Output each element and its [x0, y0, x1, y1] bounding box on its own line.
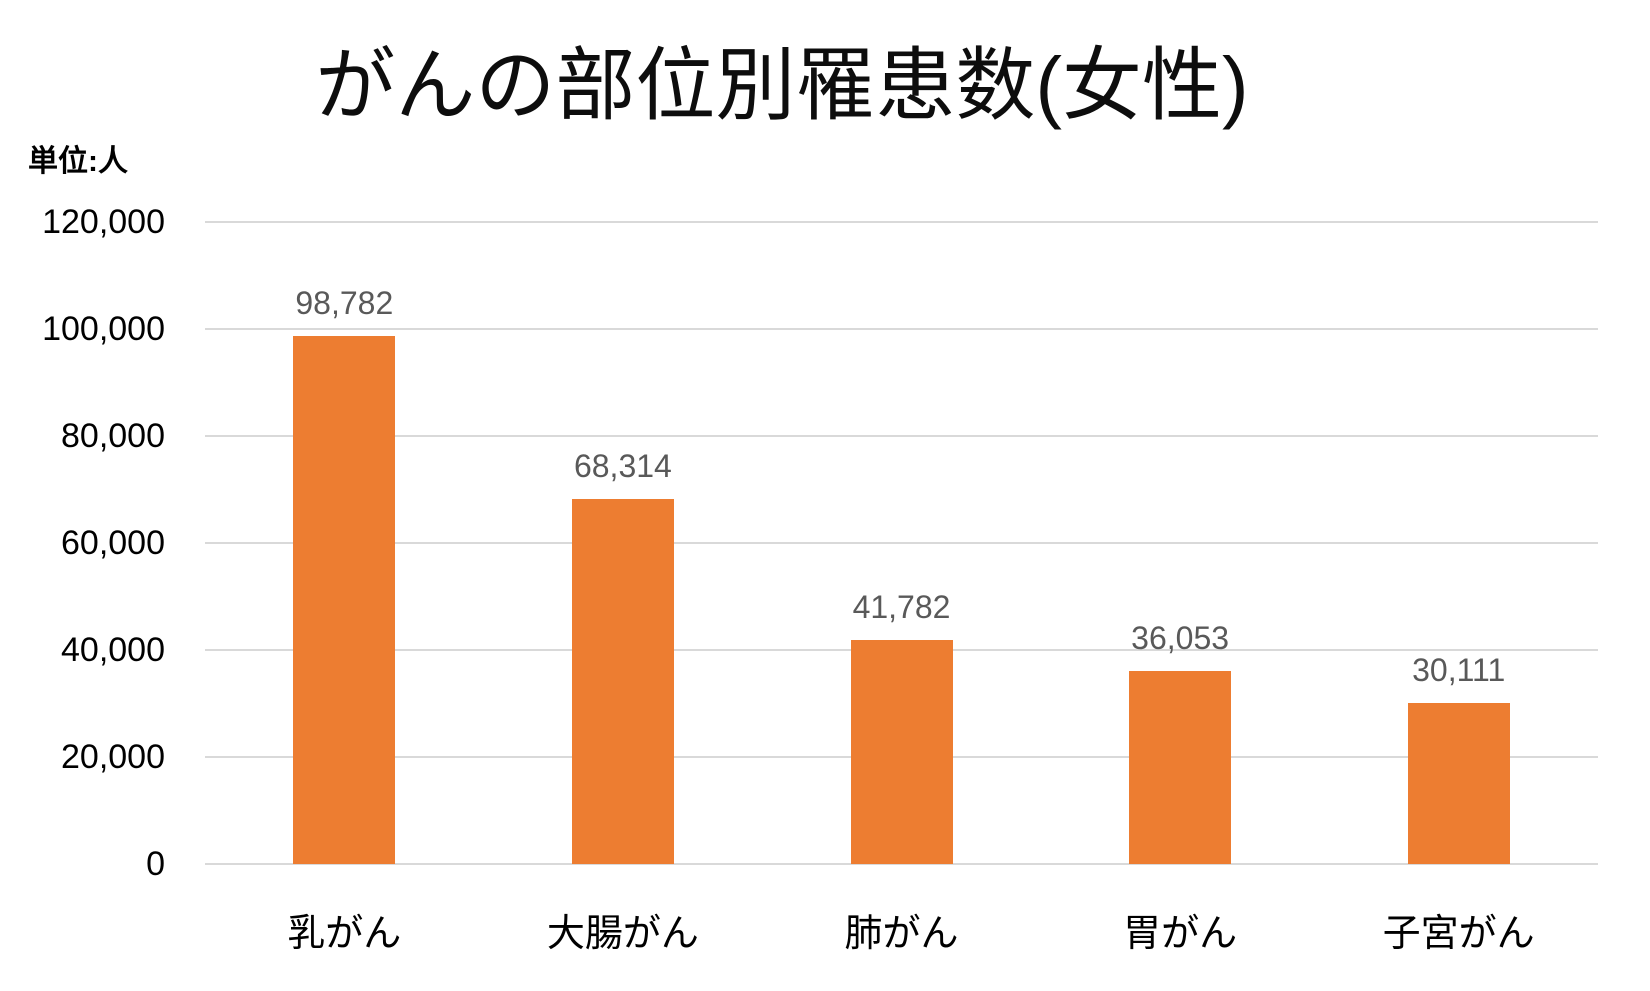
- y-tick-label: 0: [146, 845, 165, 883]
- gridline: [205, 863, 1598, 865]
- chart-title: がんの部位別罹患数(女性): [315, 41, 1249, 130]
- bar-value-label: 98,782: [295, 284, 394, 321]
- y-tick-label: 40,000: [61, 631, 165, 669]
- bar: [571, 498, 674, 864]
- bar-value-label: 68,314: [573, 447, 672, 484]
- category-label: 乳がん: [287, 913, 402, 955]
- category-label: 肺がん: [844, 913, 959, 955]
- y-tick-label: 20,000: [61, 738, 165, 776]
- plot-area: 98,782 68,314 41,782 36,053 30,111: [205, 221, 1598, 865]
- bar-value-label: 41,782: [852, 589, 951, 626]
- gridline: [205, 221, 1598, 223]
- category-label: 大腸がん: [546, 913, 699, 955]
- y-tick-label: 60,000: [61, 524, 165, 562]
- category-label: 胃がん: [1123, 913, 1238, 955]
- category-label: 子宮がん: [1382, 913, 1535, 955]
- y-tick-label: 100,000: [42, 310, 165, 348]
- gridline: [205, 328, 1598, 330]
- bar: [850, 640, 953, 864]
- y-tick-label: 80,000: [61, 417, 165, 455]
- bar-value-label: 36,053: [1131, 620, 1230, 657]
- bar: [1129, 671, 1232, 864]
- y-tick-label: 120,000: [42, 203, 165, 241]
- bar: [293, 335, 396, 864]
- gridline: [205, 542, 1598, 544]
- unit-label: 単位:人: [28, 145, 128, 178]
- bar: [1407, 702, 1510, 864]
- bar-value-label: 30,111: [1412, 651, 1506, 688]
- gridline: [205, 435, 1598, 437]
